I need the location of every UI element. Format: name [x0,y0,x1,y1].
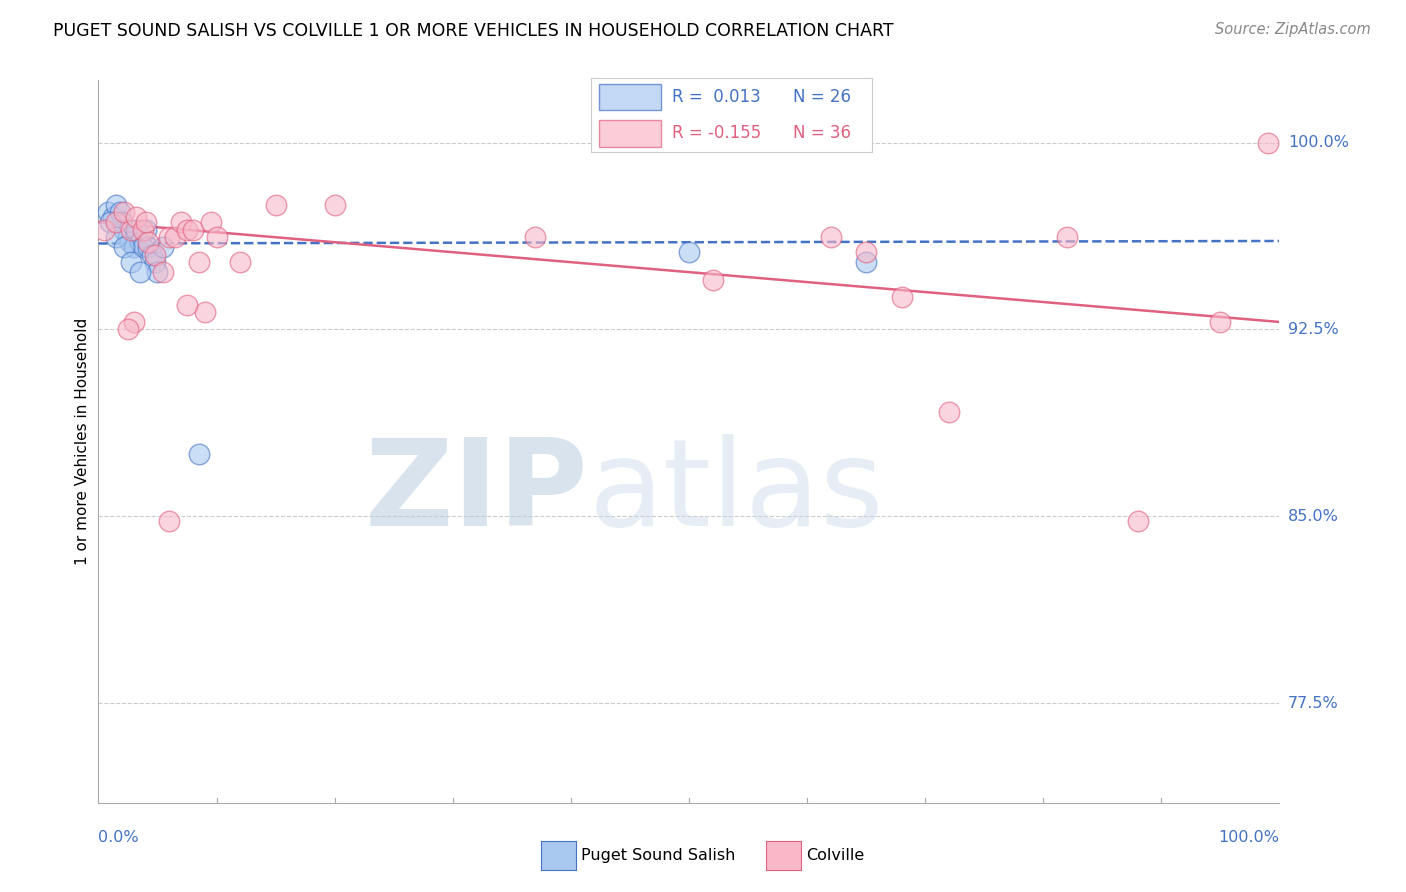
Point [1257,136,1279,150]
Point [1126,514,1149,528]
Text: Source: ZipAtlas.com: Source: ZipAtlas.com [1215,22,1371,37]
Text: PUGET SOUND SALISH VS COLVILLE 1 OR MORE VEHICLES IN HOUSEHOLD CORRELATION CHART: PUGET SOUND SALISH VS COLVILLE 1 OR MORE… [53,22,894,40]
Point [165,230,187,244]
Point [157,230,180,244]
Bar [599,120,661,146]
Point [135,223,157,237]
Point [120,235,142,250]
Y-axis label: 1 or more Vehicles in Household: 1 or more Vehicles in Household [75,318,90,566]
Point [152,265,174,279]
Point [111,215,134,229]
Text: 92.5%: 92.5% [1288,322,1339,337]
Text: 85.0%: 85.0% [1288,508,1339,524]
Text: Colville: Colville [806,848,863,863]
Point [136,240,159,254]
Point [229,255,252,269]
Point [122,240,145,254]
Point [170,215,193,229]
Point [702,272,724,286]
Point [117,230,139,244]
Text: 77.5%: 77.5% [1288,696,1339,711]
Point [117,322,139,336]
Text: N = 36: N = 36 [793,124,851,143]
Point [105,230,128,244]
Point [122,315,145,329]
Point [143,255,166,269]
Point [855,255,877,269]
Point [112,223,135,237]
Point [181,223,204,237]
Point [105,215,128,229]
Point [101,211,124,225]
Point [205,230,228,244]
Point [143,248,166,262]
Point [112,205,135,219]
Point [108,205,131,219]
Text: 100.0%: 100.0% [1288,135,1348,150]
Point [176,297,198,311]
Point [128,265,150,279]
Point [132,223,155,237]
Point [264,198,287,212]
Point [1056,230,1078,244]
Point [105,198,128,212]
Point [938,404,960,418]
Text: 100.0%: 100.0% [1219,830,1279,846]
Point [125,223,148,237]
Point [98,215,121,229]
Text: ZIP: ZIP [364,434,589,550]
Bar [599,84,661,110]
Point [200,215,222,229]
Point [125,211,148,225]
Text: Puget Sound Salish: Puget Sound Salish [581,848,735,863]
Point [128,235,150,250]
Point [176,223,198,237]
Point [855,245,877,260]
Point [146,265,169,279]
Point [1209,315,1232,329]
Text: atlas: atlas [589,434,884,550]
Text: R =  0.013: R = 0.013 [672,87,761,106]
Text: N = 26: N = 26 [793,87,851,106]
Point [152,240,174,254]
Point [890,290,912,304]
Point [97,205,120,219]
Point [524,230,547,244]
Point [187,447,209,461]
Point [194,305,217,319]
Point [136,235,159,250]
Point [112,240,135,254]
Point [820,230,842,244]
Point [121,223,143,237]
Point [121,255,143,269]
Point [323,198,346,212]
Point [135,215,157,229]
Point [157,514,180,528]
Point [141,248,163,262]
Point [132,240,155,254]
Point [93,223,115,237]
Text: R = -0.155: R = -0.155 [672,124,761,143]
Point [187,255,209,269]
Point [678,245,700,260]
Text: 0.0%: 0.0% [98,830,139,846]
